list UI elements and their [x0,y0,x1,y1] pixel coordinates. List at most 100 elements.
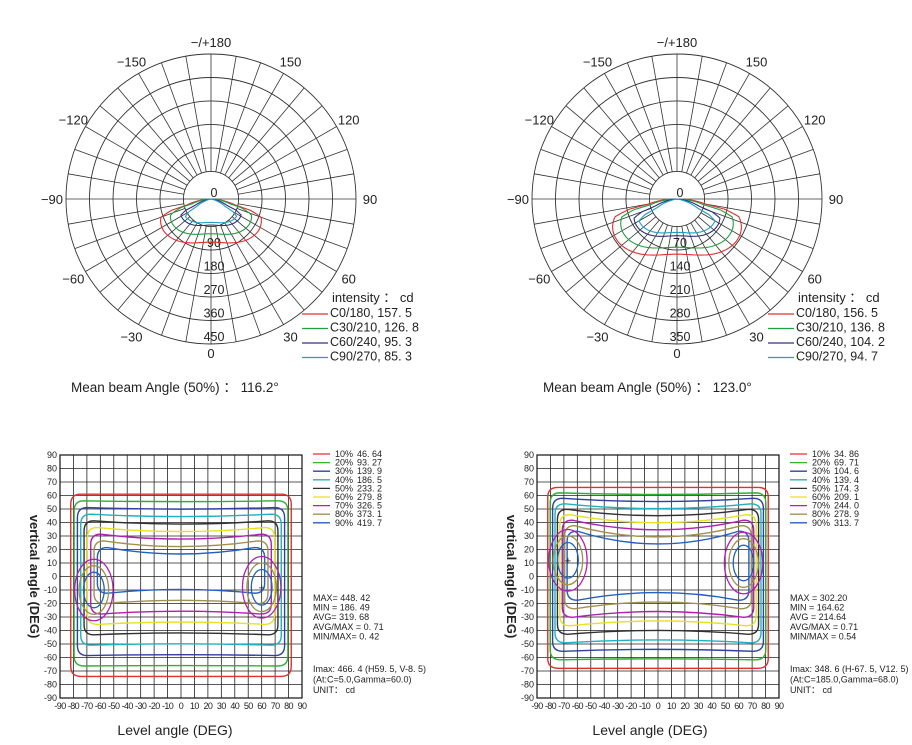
polar-spoke [215,226,237,342]
iso-contour [547,486,769,670]
iso-x-tick: -10 [162,701,174,711]
polar-angle-label: −60 [62,272,84,287]
polar-series-line [633,198,721,237]
polar-legend-title: intensity ： cd [332,290,414,305]
iso-x-tick: -20 [149,701,161,711]
polar-series-line [169,198,253,235]
iso-max-marker: + [565,555,571,567]
iso-y-tick: -70 [521,666,534,676]
iso-x-tick: -30 [135,701,147,711]
polar-caption: Mean beam Angle (50%) ： 123.0° [543,380,752,395]
iso-legend-value: 233. 2 [357,483,382,493]
iso-y-tick: -90 [44,693,57,703]
iso-x-tick: 40 [707,701,716,711]
iso-legend-pct: 90% [335,518,353,528]
polar-spoke [224,73,284,176]
iso-stat: AVG= 319. 68 [313,612,369,622]
iso-legend-value: 34. 86 [834,449,859,459]
polar-spoke [236,208,348,249]
polar-angle-label: −90 [507,192,529,207]
polar-spoke [651,226,673,342]
polar-legend-entry: C90/270, 85. 3 [330,350,412,364]
iso-contour [83,520,279,636]
iso-legend-pct: 50% [335,483,353,493]
iso-x-tick: 60 [257,701,266,711]
polar-angle-label: −90 [41,192,63,207]
polar-spoke [138,222,198,325]
polar-angle-label: 30 [749,330,763,345]
polar-spoke [85,126,188,186]
iso-x-tick: 0 [656,701,661,711]
iso-legend-value: 244. 0 [834,501,859,511]
iso-y-tick: -90 [521,693,534,703]
iso-y-axis-title: vertical angle (DEG) [504,515,519,639]
iso-x-tick: 50 [721,701,730,711]
iso-contour [86,526,276,626]
iso-x-tick: 20 [680,701,689,711]
iso-x-tick: -40 [122,701,134,711]
iso-x-tick: -90 [54,701,66,711]
polar-spoke [694,219,771,311]
polar-angle-label: −30 [586,330,608,345]
polar-spoke [604,73,664,176]
polar-ring-label: 70 [673,236,687,250]
polar-spoke [534,173,650,195]
polar-ring-label: 90 [207,236,221,250]
polar-series-line [180,198,242,227]
polar-spoke [583,87,660,179]
iso-legend-value: 93. 27 [357,458,382,468]
iso-hotspot-contour [728,538,760,588]
iso-x-tick: 30 [694,701,703,711]
iso-legend-pct: 80% [812,509,830,519]
iso-contour [70,493,292,678]
polar-series-line [638,198,716,234]
iso-legend-value: 69. 71 [834,458,859,468]
iso-x-tick: 10 [190,701,199,711]
iso-y-tick: 90 [47,450,57,460]
polar-spoke [185,226,207,342]
iso-y-tick: -50 [44,639,57,649]
polar-spoke [74,149,186,190]
iso-max-marker: + [258,582,264,594]
polar-angle-label: −60 [528,272,550,287]
polar-spoke [702,208,814,249]
polar-spoke [231,216,323,293]
iso-y-tick: 10 [47,558,57,568]
iso-legend-value: 139. 9 [357,466,382,476]
iso-x-tick: -60 [95,701,107,711]
iso-y-tick: 30 [524,531,534,541]
polar-spoke [702,149,814,190]
iso-y-tick: -30 [44,612,57,622]
iso-x-tick: 20 [203,701,212,711]
iso-y-tick: -50 [521,639,534,649]
iso-y-axis-title: vertical angle (DEG) [27,515,42,639]
iso-legend-pct: 50% [812,483,830,493]
polar-legend-entry: C0/180, 157. 5 [330,306,412,320]
iso-x-axis-title: Level angle (DEG) [117,722,232,738]
iso-y-tick: 80 [47,464,57,474]
iso-x-tick: -80 [68,701,80,711]
iso-x-tick: 50 [244,701,253,711]
iso-legend-pct: 40% [812,475,830,485]
polar-ring-label: 450 [204,330,225,344]
polar-spoke [540,149,652,190]
iso-y-tick: 0 [529,572,534,582]
polar-chart-left: −/+180 −150 150 −120 120 −90 90 −60 60 −30 30 0 0 90 1… [41,35,419,395]
polar-ring-label: 0 [677,186,684,200]
polar-spoke [694,87,771,179]
polar-ring-label: 140 [670,260,691,274]
iso-contour [561,519,755,618]
iso-hotspot-contour [732,544,755,582]
iso-legend-pct: 40% [335,475,353,485]
iso-y-tick: 60 [524,491,534,501]
iso-y-tick: -70 [44,666,57,676]
iso-y-tick: -80 [44,680,57,690]
iso-stat: AVG = 214.64 [790,612,846,622]
polar-angle-label: −30 [120,330,142,345]
polar-spoke [565,216,657,293]
polar-spoke [228,219,305,311]
iso-y-tick: -10 [521,585,534,595]
iso-contour [73,500,289,667]
iso-x-tick: -20 [626,701,638,711]
